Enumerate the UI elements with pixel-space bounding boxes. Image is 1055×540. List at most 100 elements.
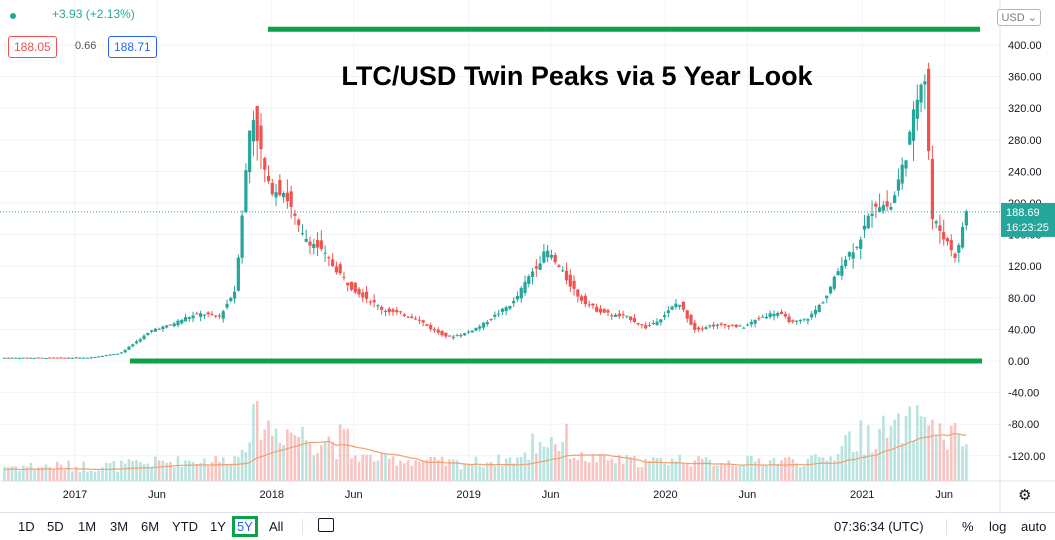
candle-body: [530, 271, 535, 277]
range-ytd[interactable]: YTD: [172, 519, 198, 534]
candle-body: [742, 327, 746, 329]
candle-body: [346, 282, 350, 286]
candle-body: [55, 357, 59, 359]
candle-body: [6, 357, 10, 359]
volume-bar: [742, 465, 746, 481]
toolbar-divider: [946, 519, 947, 535]
candle-body: [195, 313, 199, 315]
volume-bar: [848, 431, 851, 481]
range-3m[interactable]: 3M: [110, 519, 129, 534]
volume-bar: [685, 462, 689, 481]
candle-body: [168, 324, 173, 326]
candle-body: [97, 356, 101, 358]
volume-bar: [640, 467, 644, 481]
y-tick-label: -40.00: [1008, 388, 1039, 400]
range-1m[interactable]: 1M: [78, 519, 97, 534]
volume-bar: [369, 454, 372, 481]
volume-bar: [116, 471, 119, 481]
range-5y[interactable]: 5Y: [232, 516, 258, 537]
candle-body: [236, 257, 240, 291]
volume-bar: [448, 459, 451, 481]
candle-body: [421, 320, 425, 323]
volume-bar: [63, 469, 67, 481]
candle-body: [364, 291, 369, 299]
candle-body: [395, 310, 399, 313]
volume-bar: [512, 463, 515, 481]
candle-body: [485, 322, 489, 325]
volume-bar: [433, 457, 436, 481]
range-1y[interactable]: 1Y: [210, 519, 226, 534]
range-all[interactable]: All: [269, 519, 284, 534]
volume-bar: [757, 458, 761, 481]
candle-body: [229, 298, 233, 302]
x-tick-label: Jun: [345, 489, 363, 501]
volume-bar: [942, 439, 946, 481]
candle-body: [312, 243, 316, 249]
candle-body: [908, 131, 912, 145]
volume-bar: [704, 457, 708, 481]
volume-bar: [225, 464, 229, 481]
candle-body: [945, 238, 950, 242]
gear-icon[interactable]: ⚙: [1018, 487, 1032, 504]
volume-bar: [255, 400, 259, 481]
range-5d[interactable]: 5D: [47, 519, 64, 534]
volume-bar: [229, 464, 233, 481]
candle-body: [632, 317, 637, 322]
volume-bar: [172, 467, 176, 481]
candle-body: [217, 315, 222, 317]
volume-bar: [806, 458, 810, 481]
candle-body: [719, 323, 723, 325]
candle-body: [583, 295, 587, 305]
currency-selector[interactable]: USD ⌄: [997, 9, 1041, 26]
ask-price[interactable]: 188.71: [108, 36, 157, 58]
volume-bar: [135, 460, 138, 481]
volume-bar: [240, 449, 244, 481]
candle-body: [749, 321, 753, 325]
candle-body: [802, 318, 806, 320]
status-dot-icon: [10, 13, 16, 19]
volume-bar: [82, 461, 85, 481]
calendar-range-icon[interactable]: [318, 518, 334, 532]
bid-price[interactable]: 188.05: [8, 36, 57, 58]
volume-bar: [644, 458, 648, 481]
spread-value: 0.66: [75, 40, 97, 52]
x-tick-label: Jun: [739, 489, 757, 501]
candle-body: [640, 324, 644, 326]
candle-body: [425, 324, 429, 326]
volume-bar: [621, 463, 625, 481]
volume-bar: [199, 462, 202, 481]
range-1d[interactable]: 1D: [18, 519, 35, 534]
candle-body: [165, 325, 169, 328]
volume-bar: [176, 456, 180, 481]
candle-body: [768, 313, 772, 318]
candle-body: [63, 357, 67, 359]
volume-bar: [436, 459, 440, 481]
volume-bar: [961, 446, 964, 481]
candle-body: [70, 357, 74, 359]
price-chart[interactable]: 400.00360.00320.00280.00240.00200.00160.…: [0, 0, 1055, 512]
volume-bar: [59, 464, 63, 481]
candle-body: [587, 304, 591, 306]
volume-bar: [893, 419, 896, 481]
log-toggle[interactable]: log: [989, 519, 1007, 534]
volume-bar: [493, 465, 497, 481]
clock-utc[interactable]: 07:36:34 (UTC): [834, 519, 924, 534]
x-tick-label: 2019: [456, 489, 480, 501]
candle-body: [29, 357, 33, 359]
range-6m[interactable]: 6M: [141, 519, 160, 534]
volume-bar: [286, 429, 289, 481]
candle-body: [730, 324, 735, 326]
candle-body: [357, 288, 361, 295]
candle-body: [17, 358, 22, 360]
volume-bar: [768, 460, 772, 481]
x-tick-label: 2020: [653, 489, 677, 501]
candle-body: [738, 325, 742, 327]
candle-body: [497, 313, 501, 315]
volume-bar: [22, 465, 25, 481]
volume-bar: [37, 467, 40, 481]
x-tick-label: 2018: [260, 489, 284, 501]
auto-toggle[interactable]: auto: [1021, 519, 1047, 534]
candle-body: [938, 225, 942, 231]
percent-toggle[interactable]: %: [962, 519, 974, 534]
candle-body: [734, 324, 738, 327]
